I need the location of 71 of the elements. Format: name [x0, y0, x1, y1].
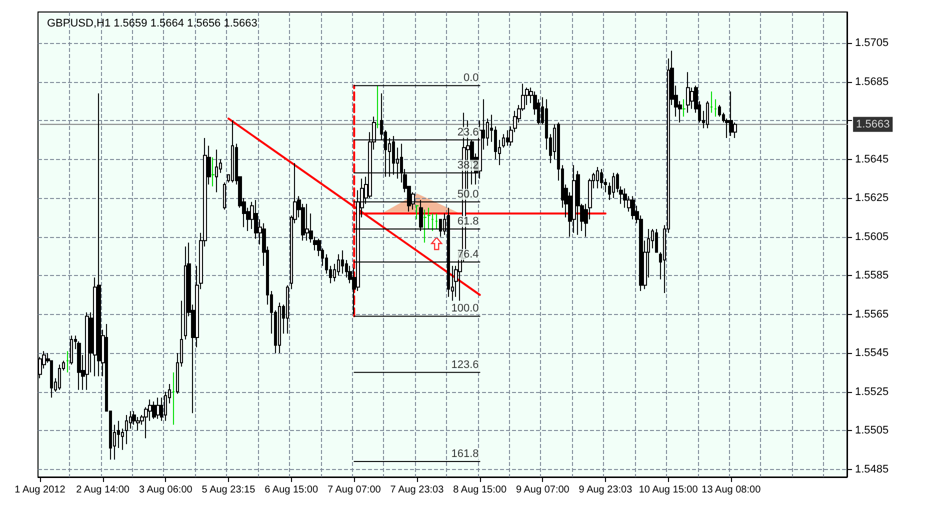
candlestick: [686, 72, 690, 114]
x-tick-label: 6 Aug 15:00: [264, 484, 318, 496]
x-tick-label: 2 Aug 14:00: [76, 484, 130, 496]
candlestick: [215, 149, 218, 193]
candlestick: [184, 246, 187, 340]
y-tick-label: 1.5545: [855, 347, 889, 359]
candlestick: [706, 100, 709, 129]
ref-line-label: 1.5663: [856, 118, 890, 130]
candlestick: [506, 130, 509, 146]
x-tick-label: 7 Aug 23:03: [390, 484, 444, 496]
candlestick: [341, 250, 344, 274]
y-tick-label: 1.5605: [855, 230, 889, 243]
candlestick: [435, 213, 438, 230]
y-tick-label: 1.5505: [855, 424, 889, 436]
x-tick-label: 9 Aug 07:00: [516, 484, 570, 496]
series-label: 23.6: [457, 126, 479, 138]
chart-title: GBPUSD,H1 1.5659 1.5664 1.5656 1.5663: [47, 18, 258, 30]
y-tick-label: 1.5565: [855, 308, 889, 320]
candlestick: [502, 134, 505, 148]
candlestick: [58, 364, 61, 390]
x-tick-label: 8 Aug 15:00: [453, 484, 507, 496]
y-tick-label: 1.5525: [855, 386, 889, 398]
candlestick: [729, 90, 733, 136]
candlestick: [152, 400, 156, 420]
y-tick-label: 1.5685: [855, 76, 889, 88]
series-label: 161.8: [451, 448, 479, 460]
candlestick: [211, 156, 215, 187]
y-tick-label: 1.5705: [855, 37, 889, 49]
y-tick-label: 1.5585: [855, 270, 889, 282]
candlestick: [376, 85, 379, 129]
candlestick: [278, 302, 281, 354]
series-label: 0.0: [464, 72, 479, 84]
candlestick: [682, 98, 686, 118]
y-tick-label: 1.5645: [855, 153, 889, 166]
candlestick: [415, 205, 419, 220]
x-tick-label: 9 Aug 23:03: [578, 484, 633, 496]
candlestick: [423, 209, 427, 244]
candlestick: [125, 414, 128, 445]
candlestick: [714, 98, 717, 118]
candlestick: [85, 312, 89, 390]
x-tick-label: 10 Aug 15:00: [638, 484, 698, 496]
candlestick: [612, 172, 615, 198]
candlestick: [97, 92, 101, 377]
candlestick: [286, 284, 289, 334]
series-label: 76.4: [457, 248, 479, 260]
candlestick: [623, 188, 627, 208]
candlestick: [631, 196, 635, 220]
x-tick-label: 3 Aug 06:00: [138, 484, 193, 496]
candlestick: [156, 397, 160, 420]
y-tick-label: 1.5485: [855, 463, 889, 476]
candlestick: [223, 182, 226, 210]
candlestick: [305, 203, 309, 242]
y-tick-label: 1.5625: [855, 192, 889, 204]
series-label: 38.2: [457, 159, 479, 172]
candlestick: [596, 166, 599, 189]
candlestick: [655, 228, 658, 253]
candlestick: [70, 335, 73, 366]
candlestick: [572, 164, 576, 234]
x-tick-label: 7 Aug 07:00: [327, 484, 382, 496]
candlestick: [231, 120, 234, 183]
series-label: 61.8: [457, 216, 479, 228]
candlestick: [600, 168, 603, 189]
candlestick: [710, 90, 713, 114]
x-tick-label: 13 Aug 08:00: [702, 484, 762, 496]
candlestick: [172, 372, 175, 426]
series-label: 100.0: [451, 302, 479, 315]
candlestick: [66, 350, 69, 373]
x-tick-label: 1 Aug 2012: [14, 484, 66, 496]
series-label: 50.0: [457, 188, 479, 200]
series-label: 123.6: [451, 358, 479, 371]
x-tick-label: 5 Aug 23:15: [202, 484, 256, 496]
